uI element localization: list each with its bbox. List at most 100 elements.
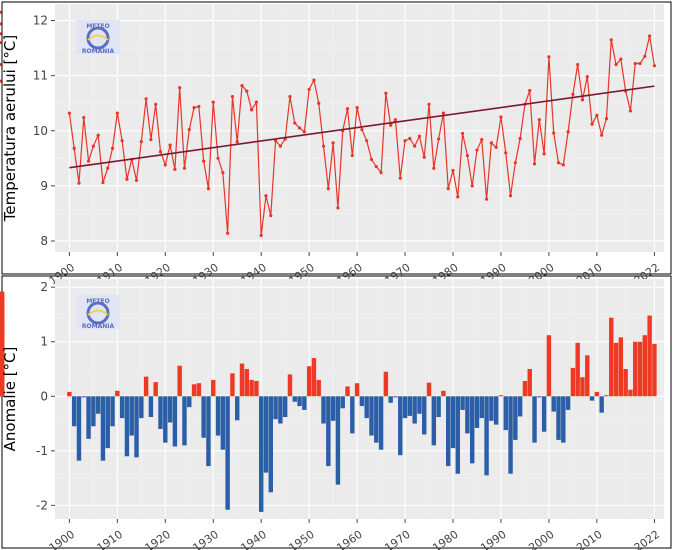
anomaly-bar-negative (278, 396, 282, 423)
y-tick-label: 0 (40, 389, 48, 403)
temperature-data-point (499, 115, 502, 118)
anomaly-bar-positive (614, 343, 618, 396)
temperature-data-point (509, 194, 512, 197)
temperature-data-point (327, 187, 330, 190)
anomaly-bar-positive (643, 335, 647, 396)
anomaly-bar-negative (388, 396, 392, 403)
anomaly-bar-negative (456, 396, 460, 473)
temperature-data-point (576, 63, 579, 66)
y-tick-label: 12 (33, 14, 48, 28)
temperature-data-point (216, 157, 219, 160)
temperature-data-point (514, 161, 517, 164)
anomaly-bar-positive (249, 380, 253, 396)
temperature-data-point (375, 165, 378, 168)
temperature-data-point (634, 62, 637, 65)
anomaly-bar-positive (633, 342, 637, 397)
anomaly-bar-negative (96, 396, 100, 413)
anomaly-bar-negative (269, 396, 273, 492)
anomaly-bar-negative (475, 396, 479, 428)
anomaly-bar-positive (245, 369, 249, 396)
anomaly-bar-negative (360, 396, 364, 406)
temperature-data-point (495, 146, 498, 149)
anomaly-bar-negative (259, 396, 263, 512)
temperature-data-point (260, 234, 263, 237)
anomaly-bar-negative (417, 396, 421, 413)
anomaly-bar-negative (432, 396, 436, 445)
temperature-data-point (466, 154, 469, 157)
temperature-data-point (212, 100, 215, 103)
anomaly-bar-positive (571, 368, 575, 396)
temperature-data-point (519, 137, 522, 140)
temperature-data-point (365, 139, 368, 142)
temperature-data-point (101, 181, 104, 184)
temperature-data-point (135, 179, 138, 182)
anomaly-bar-negative (412, 396, 416, 423)
temperature-data-point (595, 114, 598, 117)
anomaly-bar-negative (460, 396, 464, 410)
temperature-data-point (245, 89, 248, 92)
anomaly-bar-positive (230, 373, 234, 396)
temperature-data-point (504, 151, 507, 154)
y-tick-label: 11 (33, 69, 48, 83)
temperature-data-point (485, 197, 488, 200)
temperature-data-point (552, 131, 555, 134)
temperature-data-point (447, 187, 450, 190)
anomaly-bar-negative (537, 396, 541, 397)
temperature-data-point (437, 137, 440, 140)
anomaly-bar-negative (480, 396, 484, 418)
y-tick-label: 8 (40, 234, 48, 248)
anomaly-bar-negative (422, 396, 426, 434)
temperature-data-point (183, 167, 186, 170)
y-tick-label: 10 (33, 124, 48, 138)
anomaly-bar-negative (297, 396, 301, 406)
temperature-data-point (408, 137, 411, 140)
anomaly-bar-positive (441, 391, 445, 396)
anomaly-bar-positive (153, 382, 157, 396)
anomaly-bar-negative (235, 396, 239, 420)
anomaly-bar-negative (273, 396, 277, 419)
anomaly-bar-positive (580, 377, 584, 396)
anomaly-bar-negative (379, 396, 383, 449)
temperature-data-point (346, 107, 349, 110)
anomaly-bar-positive (604, 395, 608, 396)
anomaly-bar-negative (508, 396, 512, 473)
temperature-data-point (653, 64, 656, 67)
anomaly-bar-negative (264, 396, 268, 472)
temperature-data-point (399, 177, 402, 180)
anomaly-bar-negative (77, 396, 81, 460)
anomaly-bar-positive (211, 380, 215, 396)
temperature-data-point (231, 95, 234, 98)
anomaly-bar-positive (575, 343, 579, 396)
anomaly-bar-negative (321, 396, 325, 423)
temperature-data-point (202, 159, 205, 162)
anomaly-bar-negative (556, 396, 560, 440)
temperature-data-point (475, 148, 478, 151)
anomaly-bar-negative (336, 396, 340, 484)
anomaly-bar-negative (364, 396, 368, 418)
anomaly-bar-negative (398, 396, 402, 455)
temperature-data-point (0, 22, 2, 25)
anomaly-bar-negative (561, 396, 565, 442)
temperature-data-point (456, 195, 459, 198)
temperature-data-point (356, 106, 359, 109)
anomaly-bar-negative (489, 396, 493, 421)
anomaly-bar-negative (393, 396, 397, 397)
temperature-data-point (298, 126, 301, 129)
temperature-data-point (178, 86, 181, 89)
temperature-data-point (586, 75, 589, 78)
anomaly-bar-positive (67, 392, 71, 396)
temperature-data-point (308, 88, 311, 91)
temperature-data-point (87, 159, 90, 162)
anomaly-bar-negative (91, 396, 95, 426)
temperature-data-point (379, 171, 382, 174)
anomaly-bar-positive (499, 395, 503, 396)
anomaly-bar-positive (115, 391, 119, 396)
anomaly-bar-negative (326, 396, 330, 466)
anomaly-bar-negative (125, 396, 129, 456)
temperature-data-point (571, 93, 574, 96)
temperature-data-point (159, 150, 162, 153)
logo-bottom-text: ROMANIA (82, 323, 115, 330)
anomaly-bar-negative (518, 396, 522, 416)
meteo-romania-logo-icon: METEOROMANIA (76, 20, 120, 55)
y-tick-label: 1 (40, 335, 48, 349)
